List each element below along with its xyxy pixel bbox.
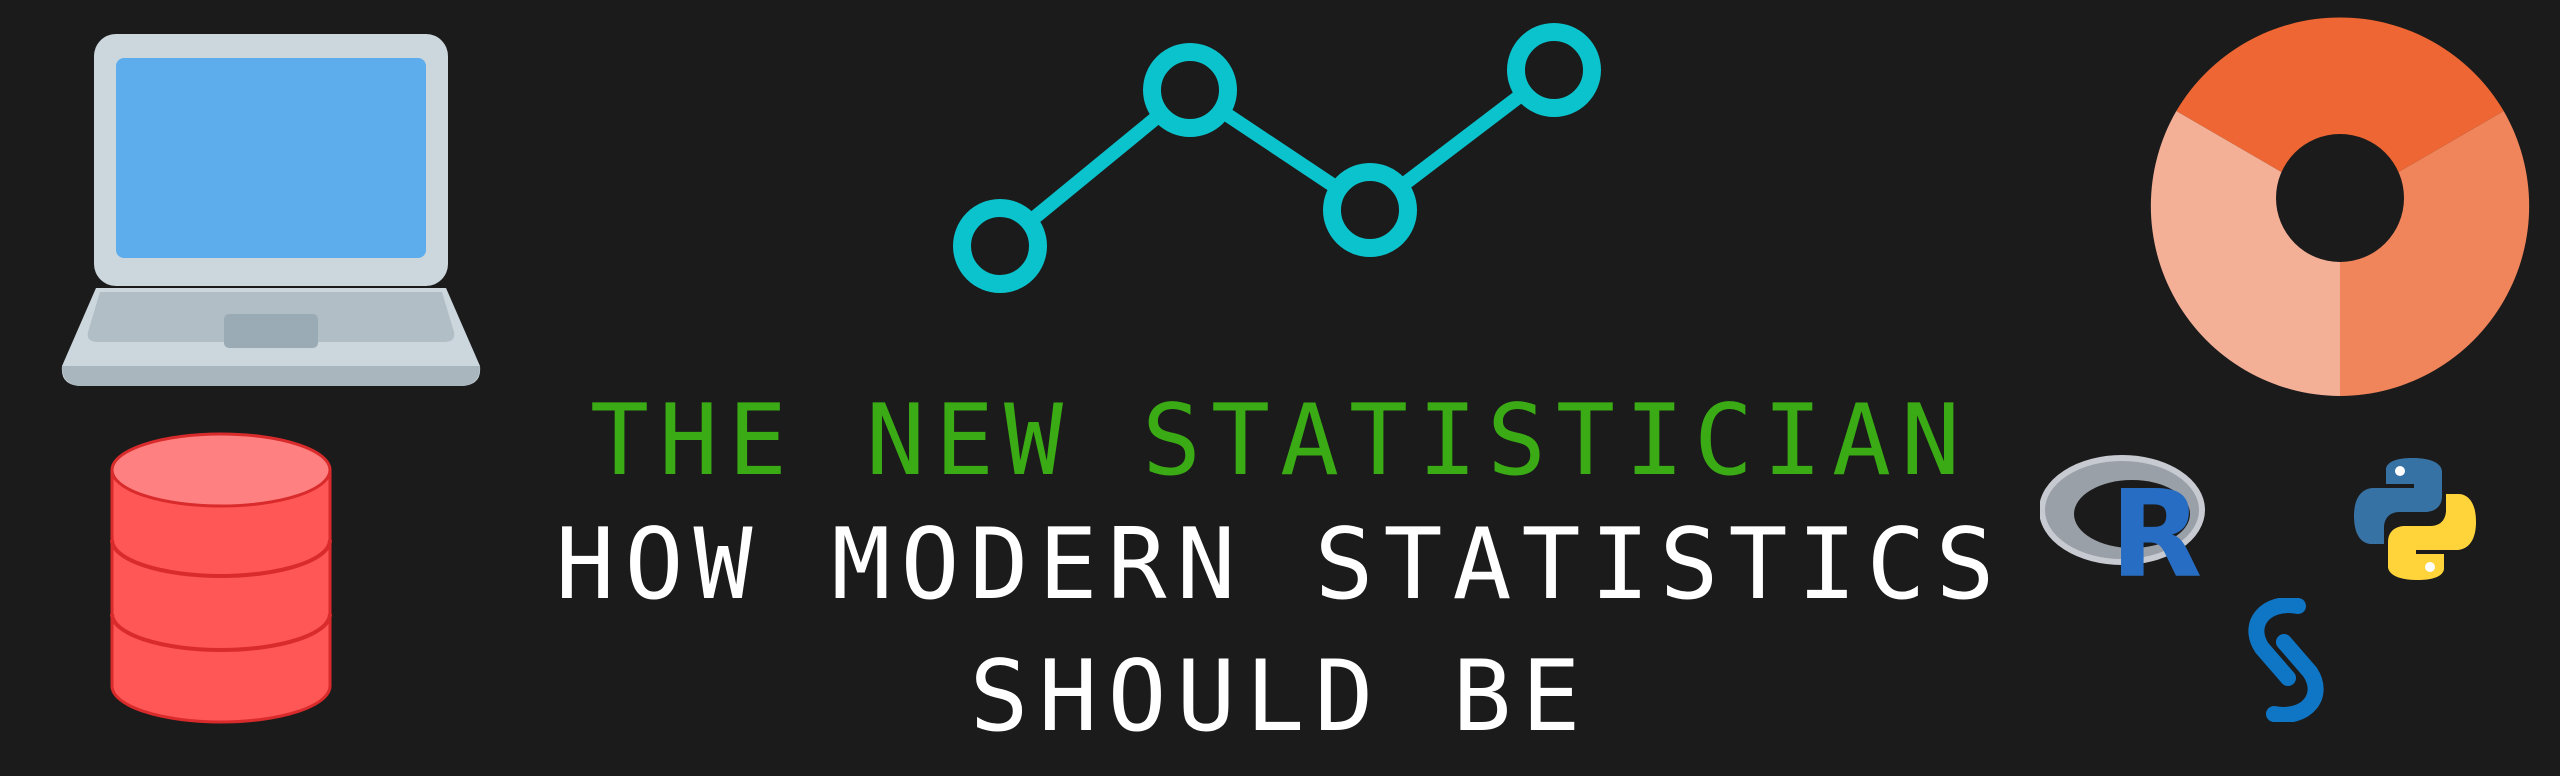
python-logo-icon (2354, 458, 2476, 580)
banner-subtitle-line-2: SHOULD BE (969, 640, 1591, 754)
line-chart-icon (953, 23, 1601, 293)
database-icon (110, 432, 332, 724)
laptop-icon (61, 34, 481, 386)
r-logo-icon: R (2040, 455, 2205, 584)
banner-title: THE NEW STATISTICIAN (589, 384, 1971, 498)
donut-chart-icon (2150, 17, 2530, 396)
r-logo-letter: R (2110, 466, 2202, 584)
banner-subtitle-line-1: HOW MODERN STATISTICS (555, 508, 2005, 622)
sas-logo-icon (2248, 598, 2324, 722)
